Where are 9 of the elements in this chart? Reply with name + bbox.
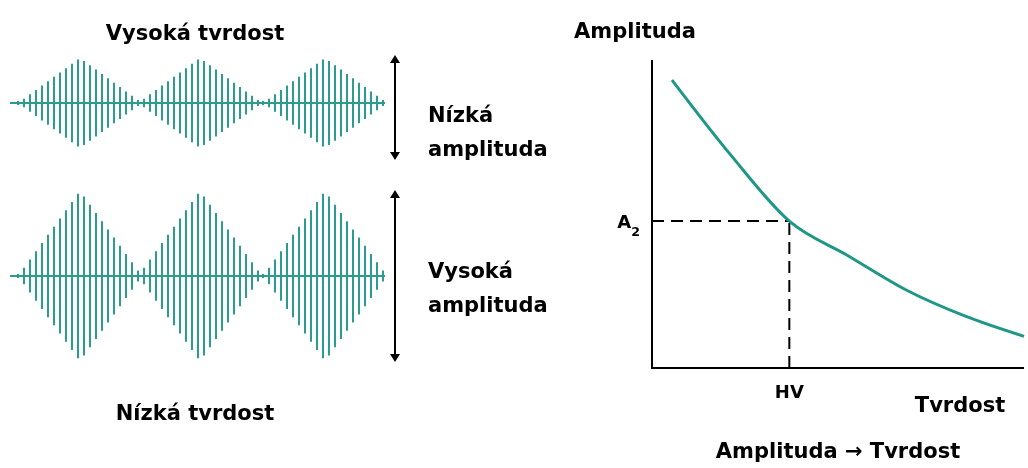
text: Vysoká tvrdost xyxy=(105,21,285,45)
ref-line-label: A$_{2}$ xyxy=(617,211,640,239)
x-axis-title: Tvrdost xyxy=(914,393,1006,417)
y-axis-title: Amplituda xyxy=(574,19,696,43)
text: Amplituda → Tvrdost xyxy=(715,439,961,463)
text: Nízká amplituda xyxy=(428,103,548,161)
text: Vysoká amplituda xyxy=(428,259,548,317)
text: HV xyxy=(774,381,804,402)
text: Nízká tvrdost xyxy=(115,401,275,425)
